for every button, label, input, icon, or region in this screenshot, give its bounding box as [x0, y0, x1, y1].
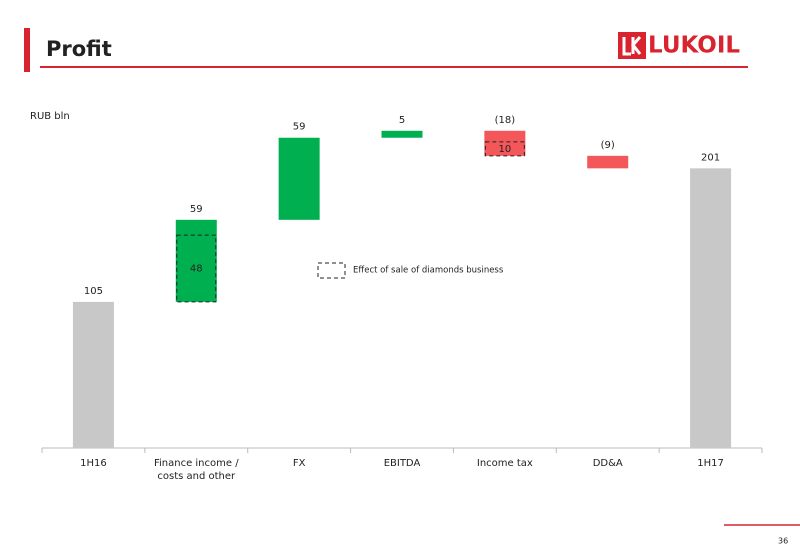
bar — [72, 301, 114, 448]
bar — [690, 168, 732, 448]
effect-box — [484, 141, 525, 157]
x-tick-label: Income tax — [477, 458, 533, 469]
legend-swatch — [317, 262, 346, 279]
logo-text: LUKOIL — [648, 33, 740, 59]
logo: LUKOIL — [618, 32, 740, 59]
logo-glyph — [622, 36, 642, 56]
value-label: 59 — [293, 122, 306, 133]
unit-label: RUB bln — [30, 111, 70, 122]
x-tick-label: 1H16 — [80, 458, 107, 469]
effect-box — [176, 234, 217, 303]
effect-label: 10 — [498, 144, 511, 155]
x-tick-label: EBITDA — [384, 458, 421, 469]
bar — [484, 130, 526, 156]
bar — [381, 130, 423, 138]
x-tick-label: FX — [293, 458, 306, 469]
x-tick-label: DD&A — [593, 458, 623, 469]
value-label: 5 — [399, 115, 405, 126]
x-tick-label: 1H17 — [697, 458, 724, 469]
bar — [278, 137, 320, 220]
value-label: (18) — [495, 115, 516, 126]
value-label: (9) — [601, 140, 615, 151]
value-label: 201 — [701, 152, 720, 163]
bar — [175, 219, 217, 302]
x-tick-label: Finance income / costs and other — [154, 458, 239, 482]
page-number: 36 — [778, 537, 788, 546]
title-accent — [24, 28, 30, 72]
value-label: 59 — [190, 204, 203, 215]
slide-title: Profit — [46, 37, 112, 61]
value-label: 105 — [84, 286, 103, 297]
legend-label: Effect of sale of diamonds business — [353, 266, 504, 276]
bar — [587, 155, 629, 169]
effect-label: 48 — [190, 264, 203, 275]
